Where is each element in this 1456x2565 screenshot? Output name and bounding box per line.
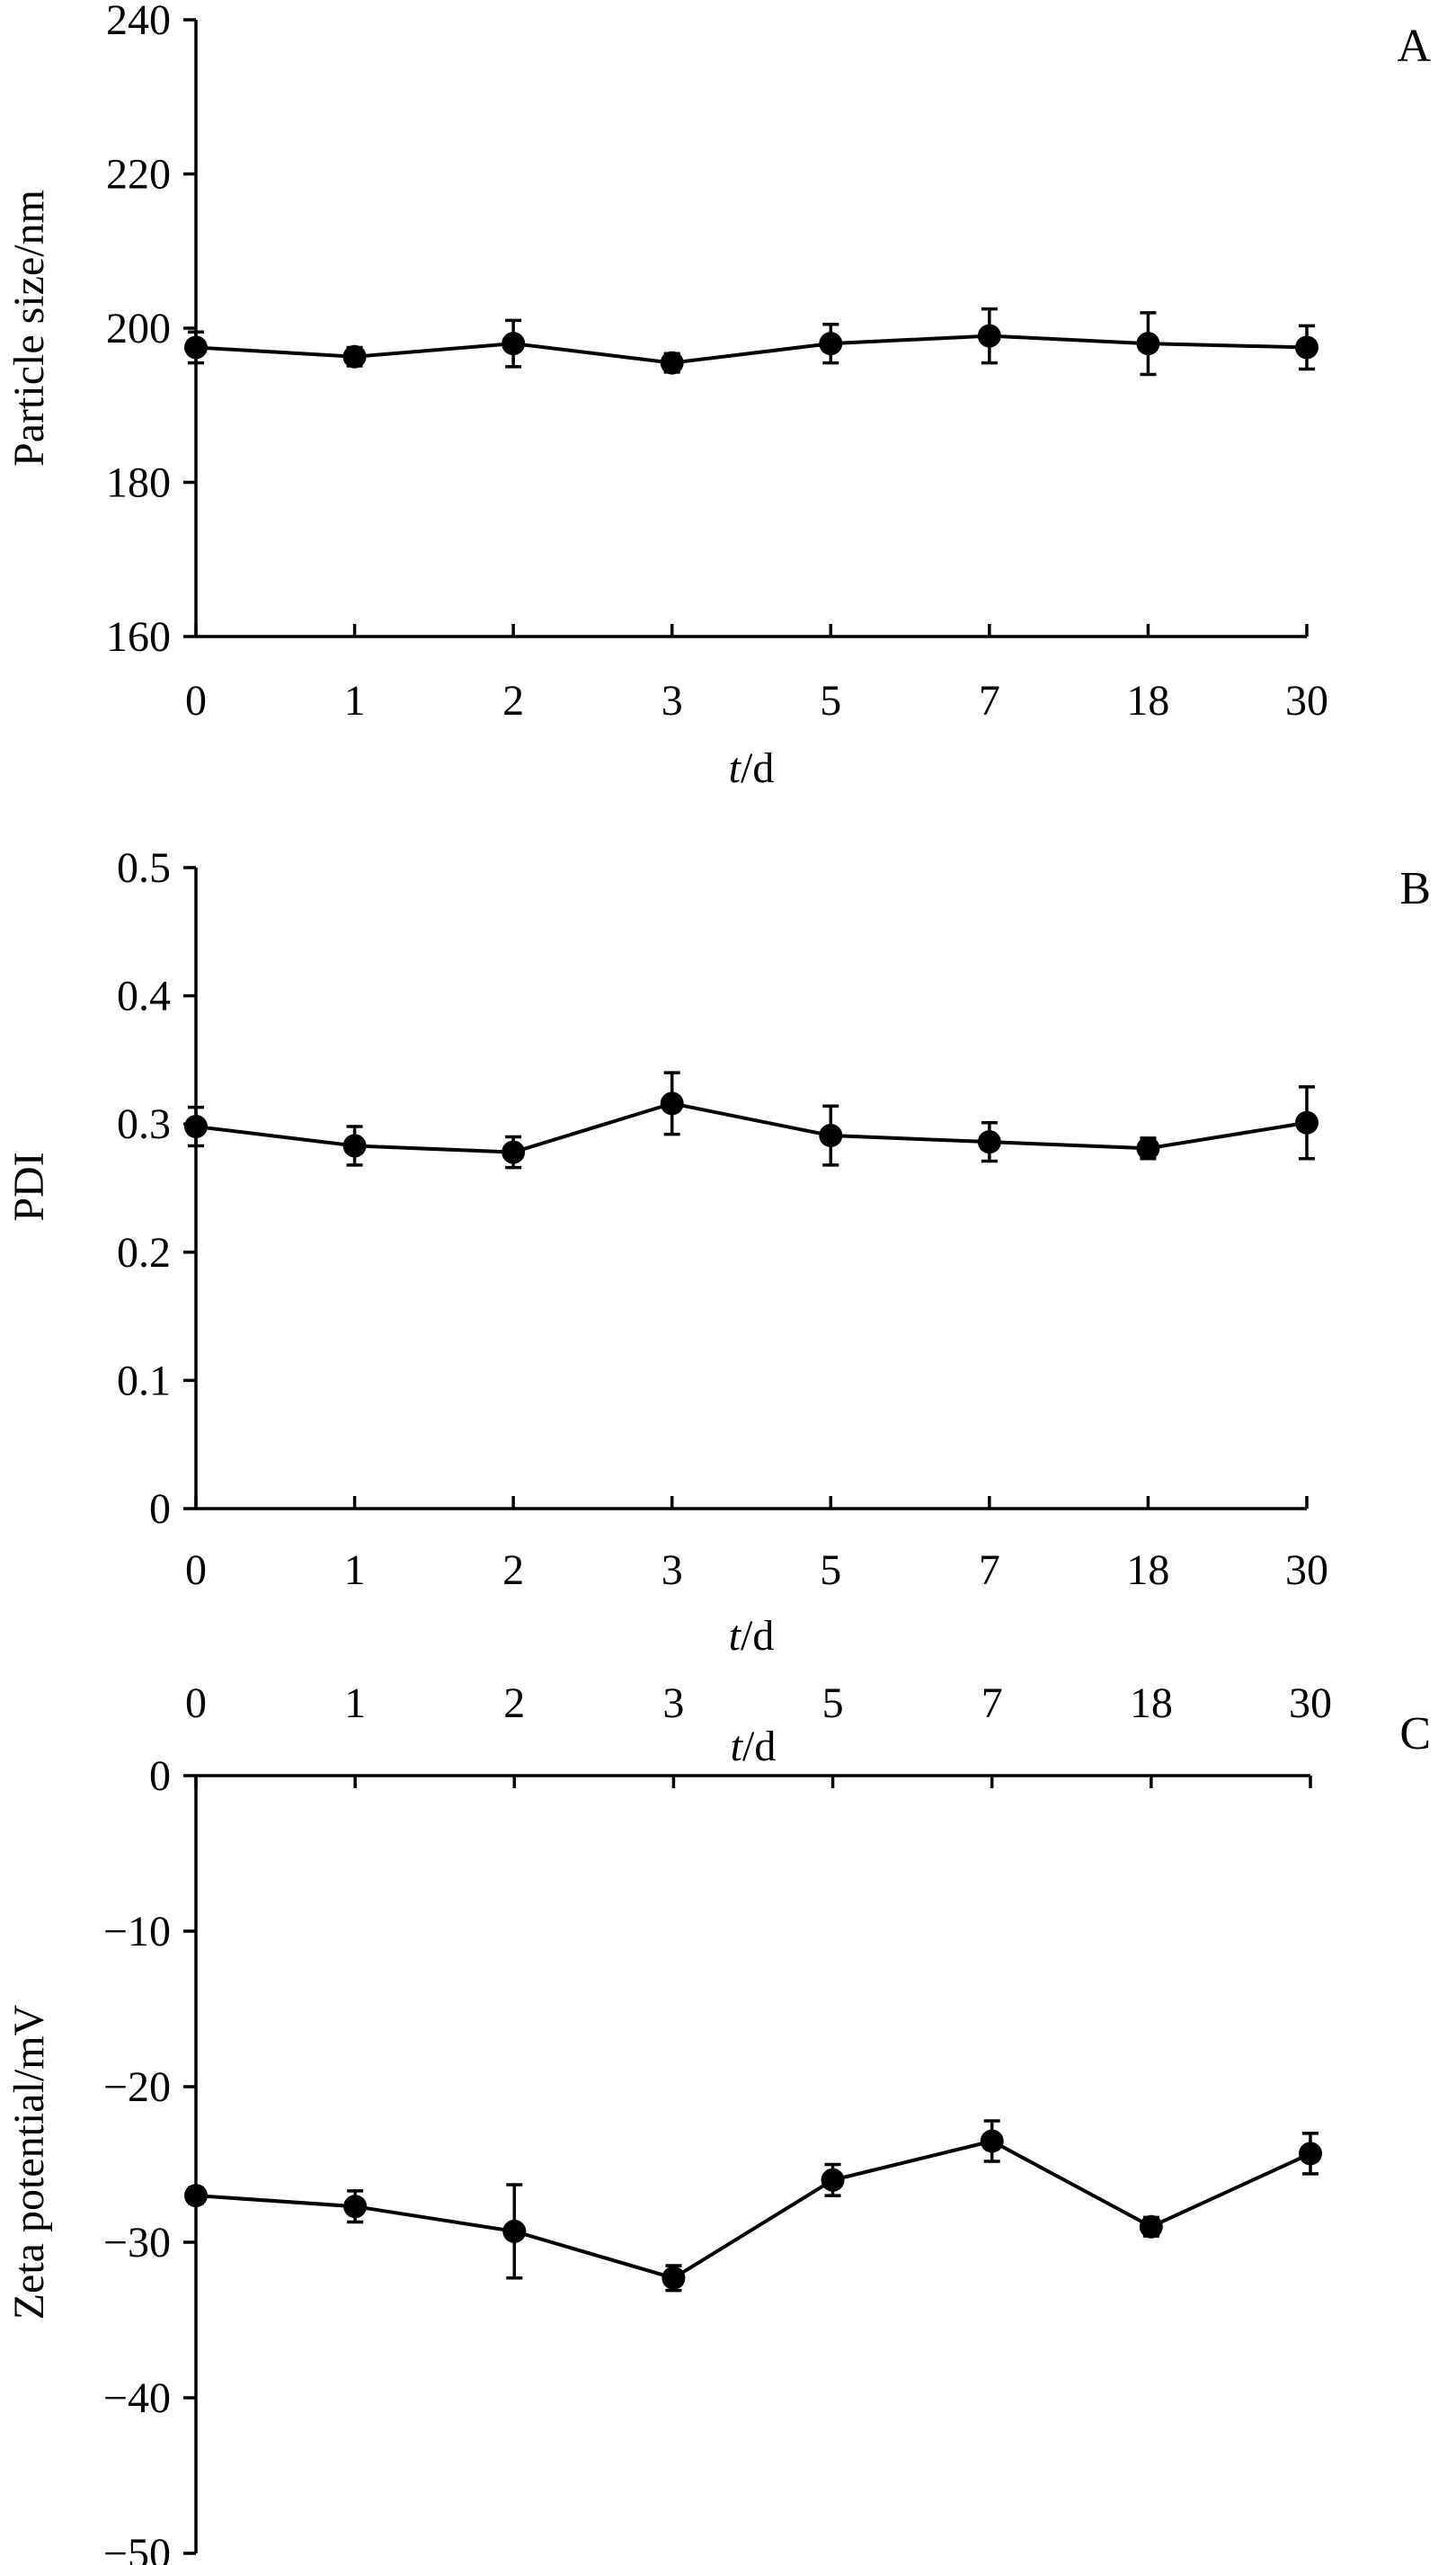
x-axis-title: t/d bbox=[731, 1723, 777, 1770]
y-tick-label: 0 bbox=[149, 1752, 171, 1800]
y-tick-label: −30 bbox=[103, 2219, 171, 2267]
x-tick-label: 3 bbox=[661, 1546, 683, 1594]
data-point bbox=[1136, 332, 1160, 356]
data-point bbox=[342, 1134, 367, 1158]
y-tick-label: 0.5 bbox=[117, 844, 171, 892]
data-point bbox=[660, 351, 684, 375]
data-point bbox=[184, 1115, 208, 1139]
y-tick-label: −40 bbox=[103, 2374, 171, 2422]
y-tick-label: 180 bbox=[106, 459, 171, 507]
data-point bbox=[977, 1130, 1001, 1154]
data-point bbox=[343, 2195, 368, 2219]
data-point bbox=[661, 2266, 686, 2290]
x-tick-label: 18 bbox=[1130, 1679, 1173, 1727]
data-point bbox=[184, 2184, 208, 2208]
x-axis-title: t/d bbox=[729, 1612, 775, 1660]
data-point bbox=[980, 2129, 1004, 2153]
data-point bbox=[821, 2168, 845, 2192]
panel-label: A bbox=[1397, 21, 1431, 72]
series-line bbox=[195, 1101, 1308, 1154]
x-tick-label: 7 bbox=[979, 1546, 1000, 1594]
y-axis-title: Zeta potential/mV bbox=[5, 2004, 53, 2320]
x-tick-label: 3 bbox=[661, 677, 683, 725]
chart-panel-b: 0 0.1 0.2 0.3 0.4 0.5 0 1 2 3 5 7 18 30 t/d PDI B bbox=[5, 844, 1431, 1660]
y-tick-label: −50 bbox=[103, 2530, 171, 2565]
y-tick-label: 0.4 bbox=[117, 973, 171, 1020]
data-point bbox=[502, 1140, 526, 1164]
x-tick-label: 2 bbox=[503, 1679, 525, 1727]
x-tick-label: 1 bbox=[344, 1546, 366, 1594]
data-point bbox=[342, 344, 367, 369]
x-tick-label: 2 bbox=[502, 1546, 524, 1594]
x-tick-label: 1 bbox=[344, 677, 366, 725]
data-point bbox=[819, 332, 843, 356]
x-tick-label: 5 bbox=[820, 1546, 841, 1594]
y-tick-label: −10 bbox=[103, 1908, 171, 1955]
x-tick-label: 18 bbox=[1126, 677, 1169, 725]
data-point bbox=[660, 1091, 684, 1116]
x-tick-label: 30 bbox=[1285, 1546, 1328, 1594]
x-tick-label: 30 bbox=[1285, 677, 1328, 725]
y-tick-label: 0.1 bbox=[117, 1357, 171, 1404]
x-axis-title: t/d bbox=[729, 744, 775, 792]
data-point bbox=[502, 332, 526, 356]
series-line bbox=[195, 334, 1308, 365]
y-tick-label: 240 bbox=[106, 0, 171, 44]
x-tick-label: 3 bbox=[662, 1679, 684, 1727]
data-point bbox=[184, 335, 208, 360]
data-point bbox=[1139, 2214, 1163, 2239]
data-point bbox=[1299, 2142, 1322, 2166]
x-tick-label: 2 bbox=[502, 677, 524, 725]
data-point bbox=[1136, 1136, 1160, 1161]
x-tick-label: 7 bbox=[979, 677, 1000, 725]
y-tick-label: 0.2 bbox=[117, 1229, 171, 1277]
x-tick-label: 18 bbox=[1126, 1546, 1169, 1594]
data-point bbox=[977, 324, 1001, 348]
y-tick-label: 200 bbox=[106, 305, 171, 352]
x-tick-label: 0 bbox=[185, 1679, 207, 1727]
y-tick-label: 220 bbox=[106, 151, 171, 199]
data-point bbox=[1295, 335, 1318, 360]
x-tick-label: 5 bbox=[822, 1679, 844, 1727]
x-tick-label: 0 bbox=[185, 1546, 207, 1594]
x-tick-label: 1 bbox=[344, 1679, 366, 1727]
y-tick-label: 160 bbox=[106, 613, 171, 661]
panel-label: B bbox=[1399, 863, 1431, 914]
chart-panel-a: 160 180 200 220 240 0 1 2 3 5 7 18 30 t/d Particle siz… bbox=[5, 0, 1431, 792]
y-tick-label: 0 bbox=[149, 1485, 171, 1533]
data-point bbox=[819, 1124, 843, 1148]
panel-label: C bbox=[1399, 1708, 1431, 1759]
x-tick-label: 5 bbox=[820, 677, 841, 725]
x-tick-label: 7 bbox=[981, 1679, 1003, 1727]
y-axis-title: Particle size/nm bbox=[5, 190, 53, 467]
data-point bbox=[502, 2219, 527, 2243]
x-tick-label: 30 bbox=[1289, 1679, 1332, 1727]
series-line bbox=[195, 2139, 1311, 2280]
y-axis-title: PDI bbox=[5, 1152, 53, 1221]
data-point bbox=[1295, 1110, 1318, 1135]
y-tick-label: 0.3 bbox=[117, 1100, 171, 1148]
x-tick-label: 0 bbox=[185, 677, 207, 725]
chart-panel-c: −50 −40 −30 −20 −10 00 1 2 3 5 7 18 30 t/d Zeta potent… bbox=[5, 1679, 1431, 2565]
y-tick-label: −20 bbox=[103, 2063, 171, 2111]
